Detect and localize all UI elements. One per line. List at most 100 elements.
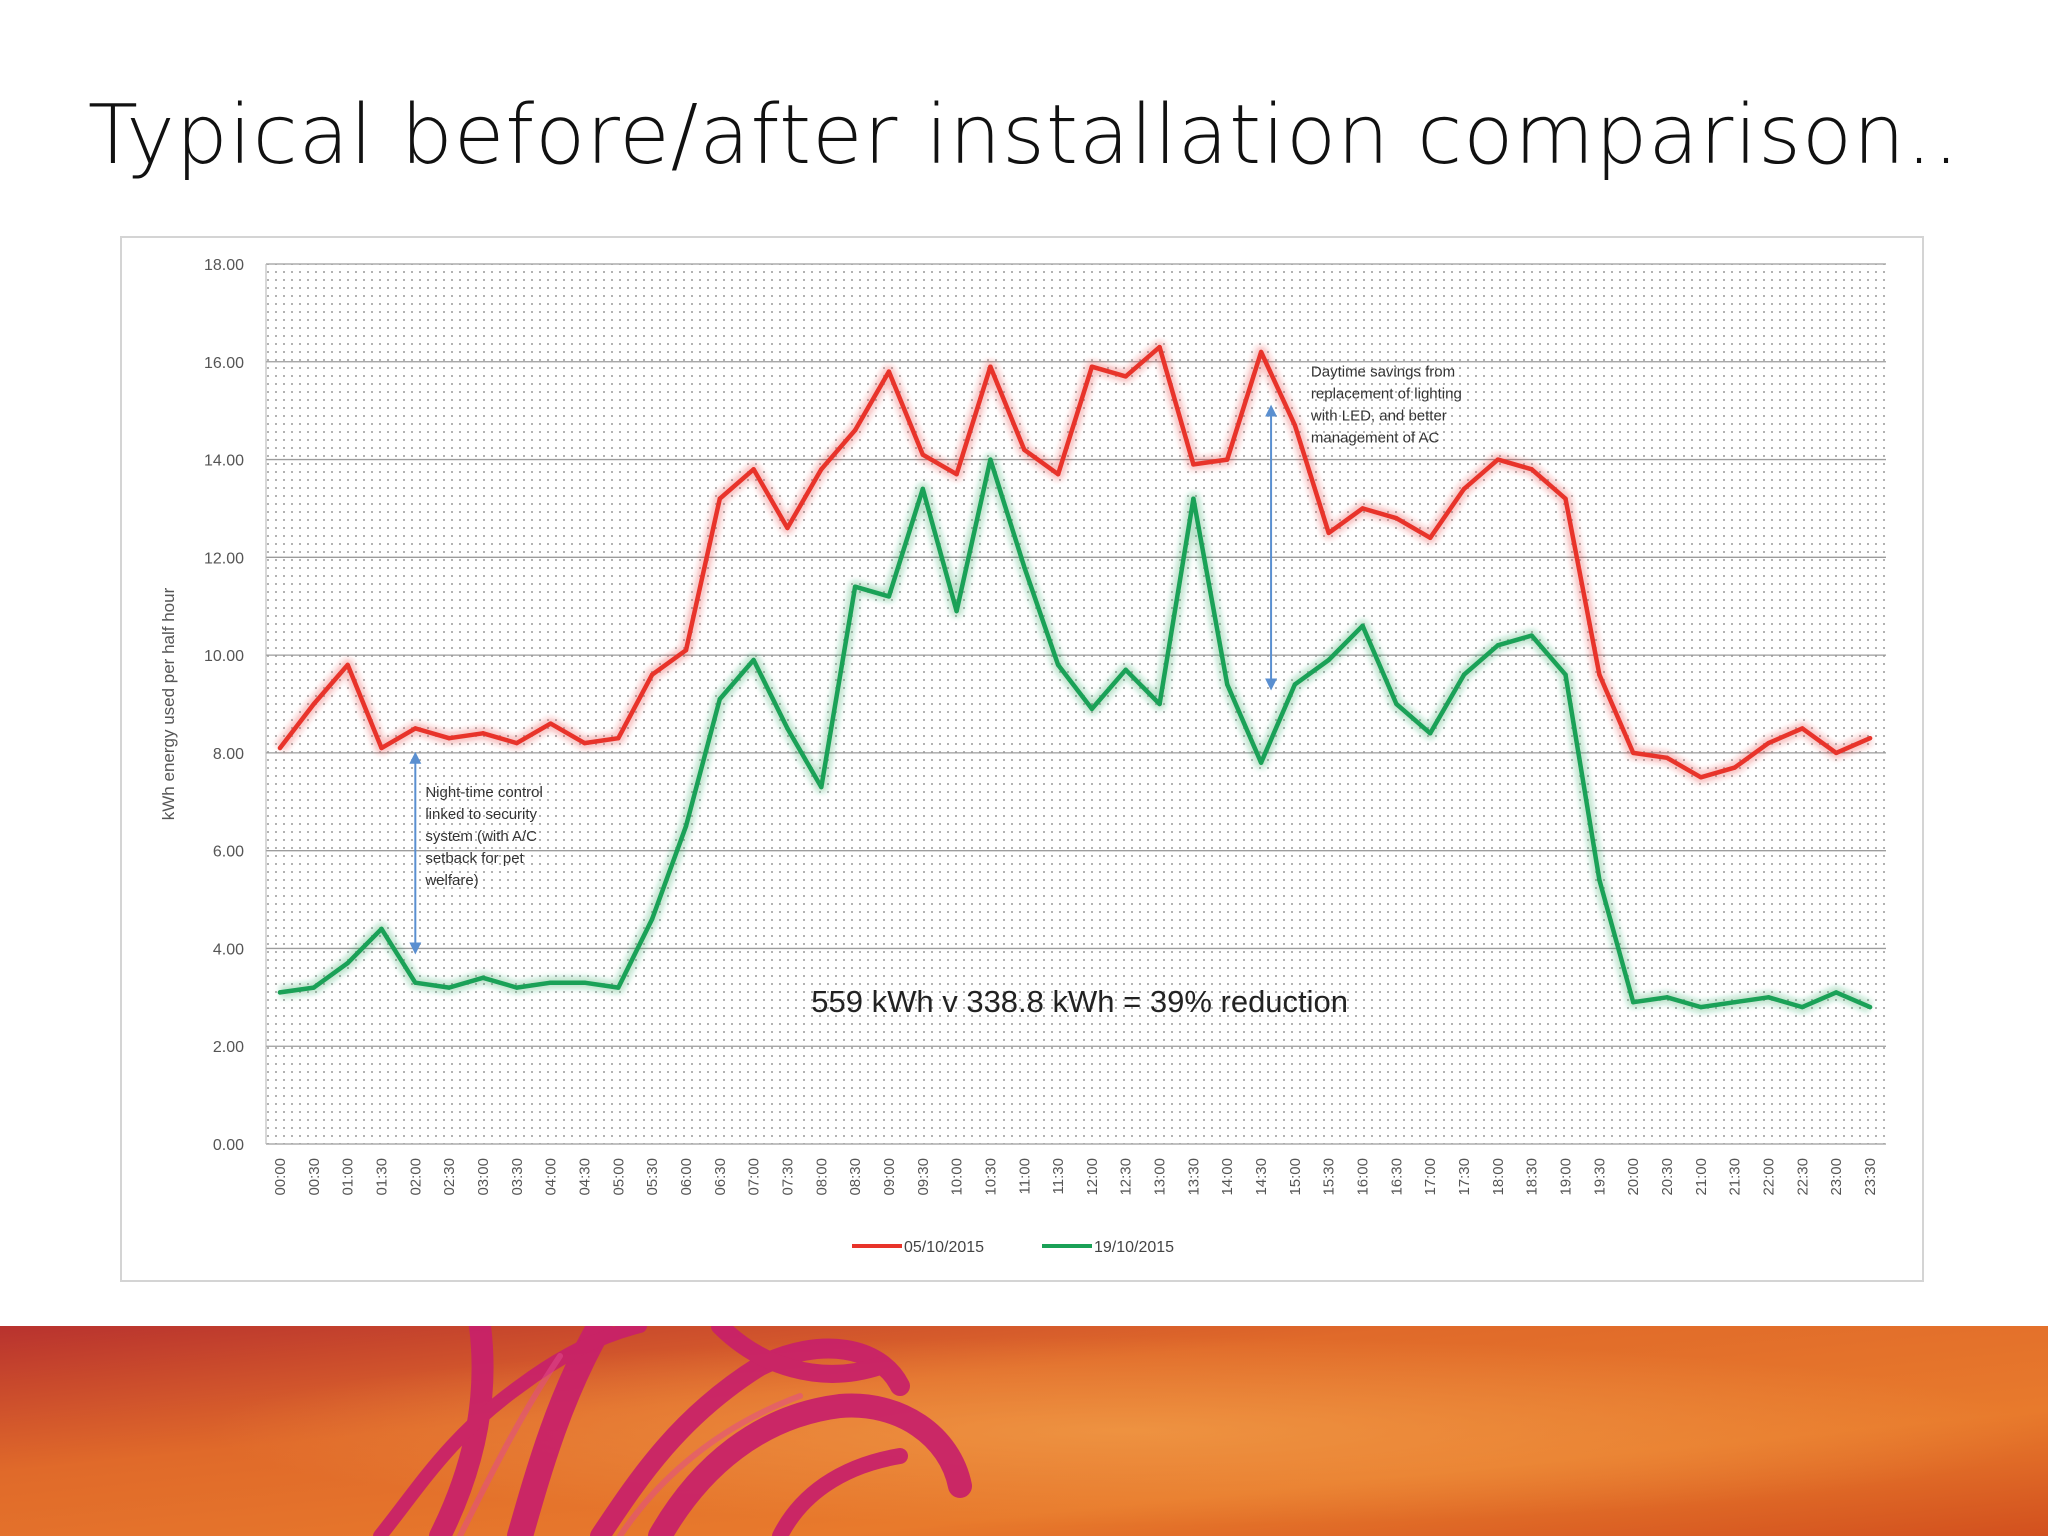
x-tick-label: 23:00 (1828, 1158, 1845, 1196)
x-tick-label: 06:00 (678, 1158, 695, 1196)
decorative-footer-band (0, 1326, 2048, 1536)
data-point (1461, 486, 1467, 492)
x-tick-label: 04:30 (576, 1158, 593, 1196)
x-tick-label: 05:30 (644, 1158, 661, 1196)
data-point (1732, 1000, 1737, 1005)
nighttime-note-line: setback for pet (425, 850, 524, 867)
data-point (1225, 457, 1230, 462)
x-tick-label: 16:00 (1355, 1158, 1372, 1196)
chart-frame: 0.00 2.00 4.00 6.00 8.00 10.00 12.00 14.00 16.00… (120, 236, 1924, 1282)
series-line-1 (277, 457, 1873, 1010)
daytime-note-line: management of AC (1311, 429, 1440, 446)
data-point (1055, 472, 1061, 477)
data-point (1867, 736, 1873, 741)
data-point (1766, 740, 1771, 746)
data-point (920, 452, 925, 457)
data-point (413, 726, 418, 731)
data-point (1630, 750, 1636, 756)
data-point (480, 975, 486, 980)
x-tick-label: 00:30 (306, 1158, 323, 1196)
data-point (1428, 731, 1433, 736)
x-tick-label: 22:00 (1761, 1158, 1778, 1196)
x-tick-label: 20:30 (1659, 1158, 1676, 1196)
x-tick-label: 22:30 (1794, 1158, 1811, 1196)
reduction-summary: 559 kWh v 338.8 kWh = 39% reduction (811, 984, 1348, 1019)
y-tick-label: 2.00 (213, 1039, 244, 1056)
data-point (1394, 516, 1399, 521)
data-point (751, 657, 756, 663)
data-point (1123, 374, 1128, 379)
data-point (717, 496, 722, 501)
x-tick-label: 13:00 (1152, 1158, 1169, 1196)
data-point (886, 594, 892, 599)
data-point (1394, 701, 1399, 707)
data-point (852, 584, 858, 589)
data-point (548, 980, 553, 985)
data-point (751, 467, 756, 472)
data-point (1123, 667, 1128, 672)
data-point (379, 745, 384, 751)
y-axis-label: kWh energy used per half hour (159, 587, 178, 820)
data-point (1428, 535, 1433, 540)
nighttime-note-line: linked to security (425, 806, 537, 823)
x-tick-label: 18:00 (1490, 1158, 1507, 1196)
x-tick-label: 23:30 (1862, 1158, 1879, 1196)
data-point (1258, 349, 1264, 355)
data-point (1800, 1004, 1805, 1010)
decorative-swirl-highlights (457, 1353, 803, 1536)
data-point (514, 740, 520, 746)
data-point (311, 701, 317, 707)
data-point (1664, 755, 1670, 760)
data-point (1529, 467, 1534, 472)
x-tick-label: 08:00 (813, 1158, 830, 1196)
data-point (920, 486, 925, 492)
data-point (1157, 344, 1162, 350)
nighttime-note-line: welfare) (424, 872, 478, 889)
data-point (1191, 496, 1196, 501)
data-point (1089, 706, 1095, 712)
data-point (548, 721, 553, 726)
data-point (1664, 995, 1670, 1000)
data-point (1292, 423, 1298, 428)
data-point (717, 696, 722, 702)
data-point (1461, 672, 1467, 677)
x-tick-label: 17:30 (1456, 1158, 1473, 1196)
x-tick-label: 12:30 (1118, 1158, 1135, 1196)
data-point (1326, 657, 1331, 663)
decorative-swirls (373, 1326, 972, 1536)
data-point (1630, 1000, 1636, 1005)
x-tick-label: 11:00 (1016, 1158, 1033, 1194)
x-tick-label: 02:00 (407, 1158, 424, 1196)
data-point (345, 662, 350, 668)
data-point (1698, 775, 1704, 780)
data-point (785, 726, 790, 731)
x-tick-label: 10:00 (949, 1158, 966, 1196)
x-tick-label: 02:30 (441, 1158, 458, 1196)
y-tick-label: 8.00 (213, 746, 244, 763)
x-tick-label: 08:30 (847, 1158, 864, 1196)
line-chart: 0.00 2.00 4.00 6.00 8.00 10.00 12.00 14.00 16.00… (159, 257, 1886, 1256)
data-point (1563, 496, 1568, 501)
legend-label-before: 05/10/2015 (904, 1239, 984, 1256)
y-tick-label: 4.00 (213, 941, 244, 958)
data-point (616, 985, 621, 990)
x-tick-label: 01:00 (340, 1158, 357, 1196)
footer-artwork (0, 1326, 2048, 1536)
y-tick-label: 12.00 (204, 550, 244, 567)
y-tick-label: 6.00 (213, 844, 244, 861)
data-point (1360, 506, 1365, 511)
series-line-0 (277, 344, 1873, 780)
y-tick-label: 10.00 (204, 648, 244, 665)
data-point (1833, 750, 1839, 756)
x-tick-label: 06:30 (712, 1158, 729, 1196)
y-tick-label: 18.00 (204, 257, 244, 274)
data-point (1597, 877, 1602, 883)
chart-legend: 05/10/2015 19/10/2015 (852, 1239, 1174, 1256)
data-point (1360, 623, 1365, 628)
x-tick-label: 14:00 (1219, 1158, 1236, 1196)
slide-title: Typical before/after installation compar… (87, 88, 1961, 183)
data-point (649, 916, 655, 922)
data-point (1495, 457, 1501, 462)
x-tick-label: 19:00 (1558, 1158, 1575, 1196)
data-point (954, 608, 959, 614)
